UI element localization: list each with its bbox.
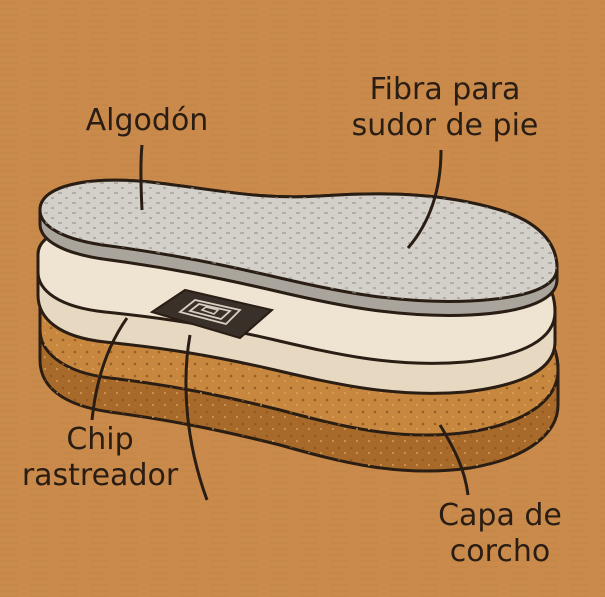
label-fibra-line1: Fibra para	[369, 72, 521, 107]
label-algodon: Algodón	[62, 103, 232, 139]
label-fibra-line2: sudor de pie	[351, 108, 539, 143]
leader-line-chip-right	[184, 334, 209, 501]
label-algodon-text: Algodón	[85, 103, 209, 138]
tracking-chip	[149, 288, 275, 340]
label-corcho-line2: corcho	[449, 534, 551, 569]
label-capa-corcho: Capa de corcho	[400, 498, 600, 570]
leader-line-corcho	[438, 424, 470, 496]
label-fibra-sudor: Fibra para sudor de pie	[330, 72, 560, 144]
label-chip-line1: Chip	[66, 422, 134, 457]
label-chip-rastreador: Chip rastreador	[0, 422, 200, 494]
chip-circuit-icon	[178, 299, 242, 326]
leader-line-algodon	[139, 144, 144, 211]
leader-line-chip-left	[90, 317, 129, 421]
label-chip-line2: rastreador	[21, 458, 179, 493]
chip-circuit-inner	[200, 306, 220, 315]
leader-line-fibra	[406, 149, 443, 249]
top-layer-texture	[40, 180, 557, 302]
label-corcho-line1: Capa de	[438, 498, 562, 533]
